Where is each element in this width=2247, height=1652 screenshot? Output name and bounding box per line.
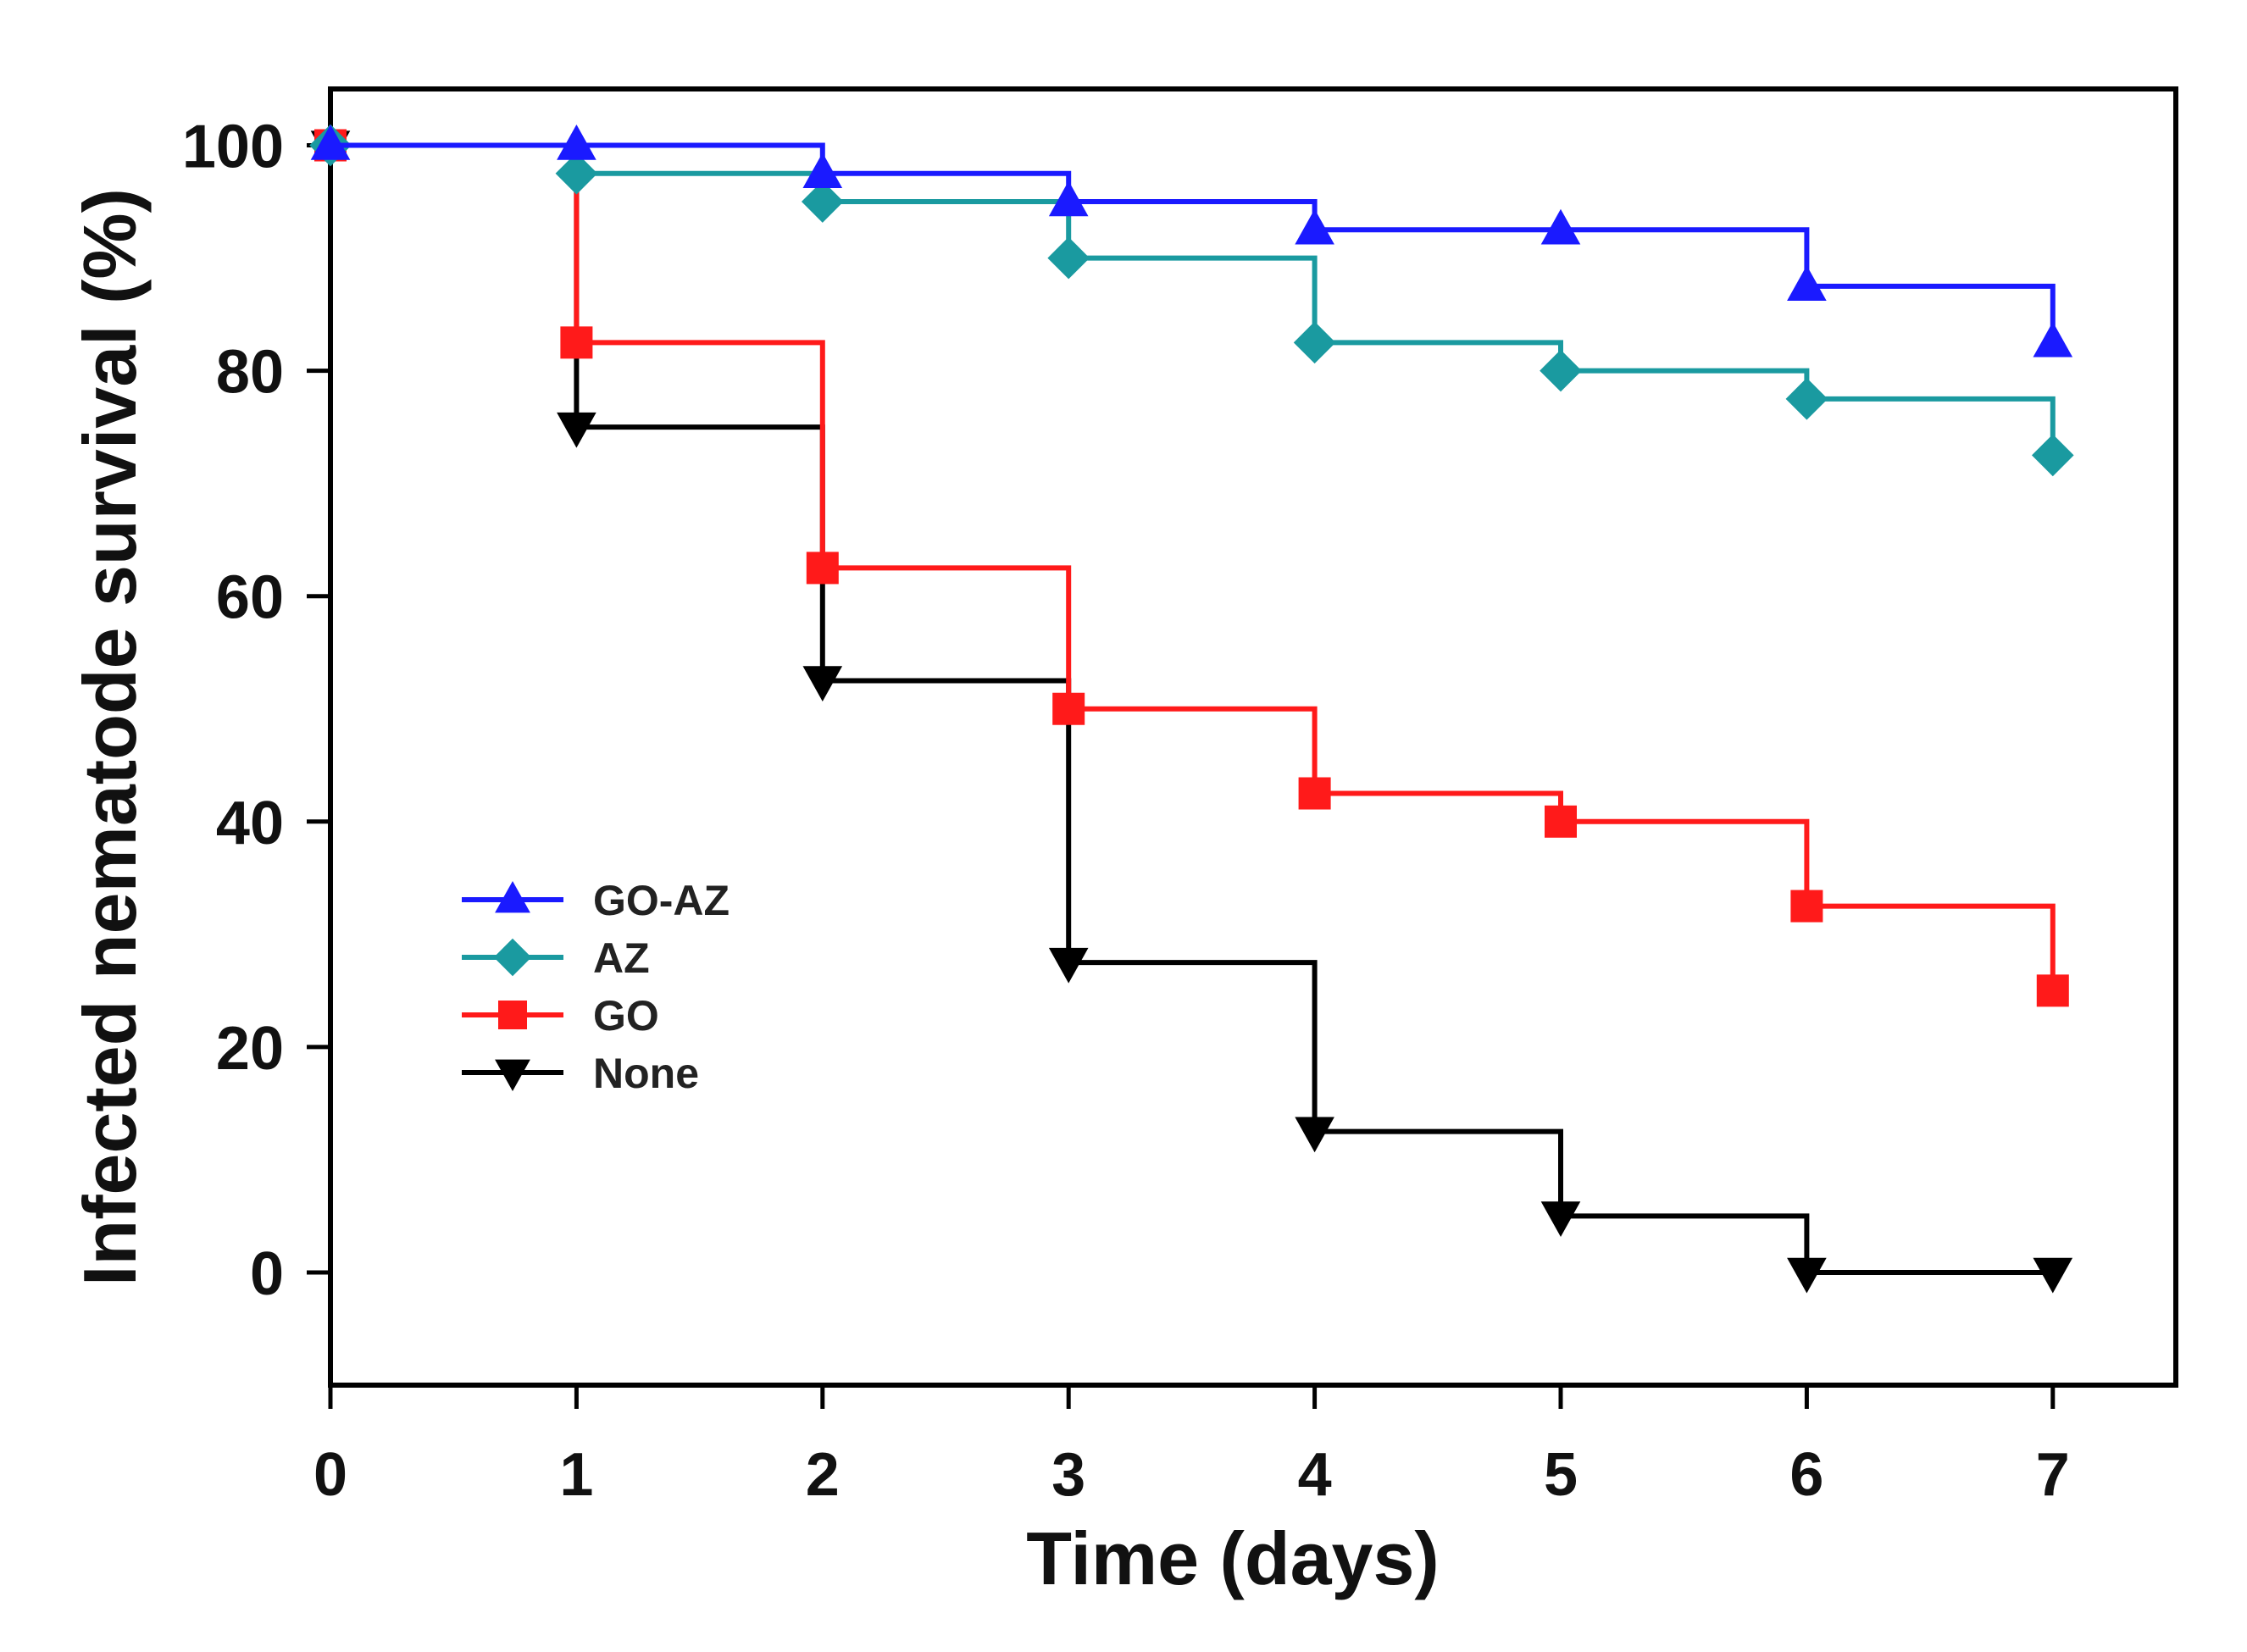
data-point: [806, 552, 839, 585]
y-tick-label: 60: [216, 564, 284, 632]
legend-label: AZ: [593, 934, 650, 982]
legend-item: GO-AZ: [462, 877, 730, 924]
legend-item: GO: [462, 992, 659, 1039]
x-tick-label: 4: [1298, 1441, 1332, 1509]
legend-label: GO: [593, 992, 659, 1039]
legend-label: GO-AZ: [593, 877, 730, 924]
data-point: [557, 412, 596, 448]
data-point: [1545, 805, 1577, 838]
legend-item: None: [462, 1050, 699, 1097]
data-point: [1540, 208, 1581, 245]
data-point: [2036, 974, 2069, 1007]
x-axis-title: Time (days): [1026, 1516, 1439, 1600]
data-point: [1047, 236, 1090, 280]
data-point: [1540, 349, 1582, 392]
series-layer: [309, 124, 2074, 1294]
data-point: [1785, 378, 1828, 420]
data-point: [2031, 434, 2074, 477]
data-point: [1295, 208, 1334, 245]
data-point: [1293, 321, 1336, 364]
legend-marker: [495, 880, 530, 913]
series-line: [330, 142, 2053, 1275]
data-point: [1790, 890, 1823, 923]
data-point: [801, 180, 844, 223]
y-axis-title: Infected nematode survival (%): [68, 188, 152, 1286]
y-axis-ticks: 0 20 40 60 80 100: [182, 114, 330, 1308]
data-point: [560, 326, 593, 359]
x-tick-label: 7: [2036, 1441, 2070, 1509]
x-axis-ticks: 0 1 2 3 4 5 6 7: [313, 1385, 2070, 1509]
legend-marker: [493, 938, 532, 977]
y-tick-label: 80: [216, 339, 284, 407]
y-tick-label: 20: [216, 1015, 284, 1083]
data-point: [802, 152, 843, 188]
data-point: [555, 152, 598, 195]
x-tick-label: 3: [1051, 1441, 1085, 1509]
data-point: [1052, 692, 1085, 725]
data-point: [1787, 265, 1827, 302]
y-tick-label: 100: [182, 114, 284, 181]
legend-marker: [498, 1001, 527, 1029]
data-point: [1298, 777, 1331, 810]
series-line: [330, 142, 2056, 991]
x-tick-label: 2: [806, 1441, 840, 1509]
data-point: [2033, 321, 2073, 358]
data-point: [557, 124, 596, 160]
plot-frame: [328, 86, 2178, 1388]
data-point: [802, 666, 843, 702]
data-point: [2033, 1257, 2073, 1294]
x-tick-label: 6: [1789, 1441, 1823, 1509]
data-point: [1787, 1257, 1827, 1294]
data-point: [1048, 947, 1089, 984]
data-point: [310, 124, 351, 160]
legend: GO-AZ AZ GO None: [462, 877, 730, 1097]
data-point: [1048, 180, 1089, 217]
x-tick-label: 5: [1544, 1441, 1578, 1509]
y-tick-label: 40: [216, 790, 284, 857]
series-go-az: [310, 124, 2073, 358]
data-point: [1540, 1201, 1581, 1237]
legend-marker: [495, 1059, 530, 1092]
data-point: [1295, 1117, 1334, 1153]
x-tick-label: 0: [313, 1441, 347, 1509]
series-az: [309, 124, 2074, 477]
legend-label: None: [593, 1050, 699, 1097]
x-tick-label: 1: [559, 1441, 593, 1509]
legend-item: AZ: [462, 934, 650, 982]
y-tick-label: 0: [250, 1240, 284, 1308]
